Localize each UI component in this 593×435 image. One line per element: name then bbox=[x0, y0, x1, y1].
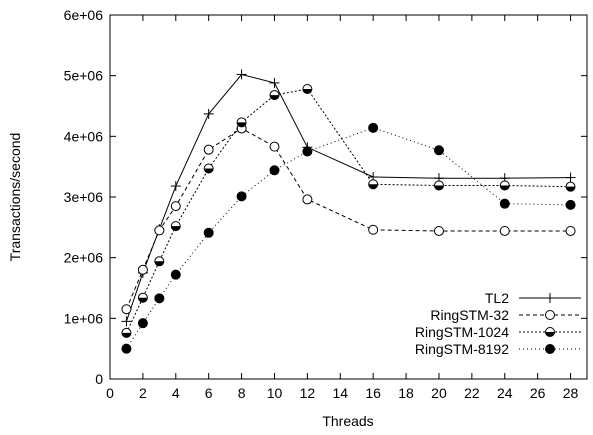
data-point-ringstm-8192 bbox=[565, 199, 576, 210]
data-point-tl2 bbox=[269, 77, 280, 88]
data-point-ringstm-32 bbox=[121, 304, 132, 315]
data-point-ringstm-32 bbox=[170, 201, 181, 212]
series-line-ringstm-8192 bbox=[125, 127, 571, 349]
axes: 0 2 4 6 8 10 12 14 16 18 20 22 24 26 2801e+062e+063e+0… bbox=[64, 7, 587, 401]
legend-marker bbox=[545, 310, 555, 320]
data-point-tl2 bbox=[565, 172, 576, 183]
x-tick-label: 26 bbox=[530, 385, 546, 401]
series-line-ringstm-32 bbox=[125, 127, 571, 310]
y-axis-label: Transactions/second bbox=[7, 133, 23, 262]
series-ringstm-1024 bbox=[121, 84, 576, 338]
data-point-tl2 bbox=[203, 108, 214, 119]
data-point-ringstm-8192 bbox=[154, 293, 165, 304]
data-point-ringstm-1024 bbox=[302, 84, 313, 95]
x-tick-label: 2 bbox=[139, 385, 147, 401]
y-tick-label: 4e+06 bbox=[64, 128, 104, 144]
legend-label: RingSTM-8192 bbox=[415, 341, 509, 357]
series-ringstm-8192 bbox=[121, 122, 576, 354]
data-point-ringstm-1024 bbox=[170, 221, 181, 232]
legend-marker bbox=[545, 344, 555, 354]
legend-item-ringstm-32: RingSTM-32 bbox=[430, 307, 581, 323]
data-point-ringstm-1024 bbox=[154, 256, 165, 267]
series-group bbox=[121, 69, 576, 354]
x-tick-label: 16 bbox=[365, 385, 381, 401]
y-tick-label: 5e+06 bbox=[64, 68, 104, 84]
x-tick-label: 6 bbox=[205, 385, 213, 401]
data-point-ringstm-8192 bbox=[433, 145, 444, 156]
data-point-ringstm-1024 bbox=[236, 117, 247, 128]
x-tick-label: 18 bbox=[398, 385, 414, 401]
data-point-ringstm-8192 bbox=[499, 198, 510, 209]
data-point-ringstm-1024 bbox=[121, 327, 132, 338]
data-point-ringstm-8192 bbox=[269, 165, 280, 176]
x-axis-label: Threads bbox=[322, 413, 373, 429]
data-point-tl2 bbox=[236, 69, 247, 80]
x-tick-label: 20 bbox=[431, 385, 447, 401]
data-point-ringstm-8192 bbox=[121, 343, 132, 354]
series-ringstm-32 bbox=[121, 123, 576, 315]
y-tick-label: 3e+06 bbox=[64, 189, 104, 205]
x-tick-label: 4 bbox=[172, 385, 180, 401]
data-point-ringstm-8192 bbox=[368, 122, 379, 133]
series-tl2 bbox=[121, 69, 576, 327]
data-point-ringstm-32 bbox=[269, 141, 280, 152]
x-tick-label: 0 bbox=[106, 385, 114, 401]
data-point-ringstm-8192 bbox=[302, 146, 313, 157]
data-point-ringstm-32 bbox=[302, 194, 313, 205]
legend-item-tl2: TL2 bbox=[485, 290, 581, 306]
data-point-ringstm-32 bbox=[203, 144, 214, 155]
series-line-tl2 bbox=[125, 73, 571, 322]
data-point-ringstm-8192 bbox=[170, 269, 181, 280]
y-tick-label: 6e+06 bbox=[64, 7, 104, 23]
legend-label: RingSTM-1024 bbox=[415, 324, 509, 340]
x-tick-label: 28 bbox=[563, 385, 579, 401]
plot-frame bbox=[109, 14, 588, 380]
x-tick-label: 10 bbox=[267, 385, 283, 401]
legend-label: RingSTM-32 bbox=[430, 307, 509, 323]
legend-marker bbox=[545, 327, 555, 337]
data-point-ringstm-1024 bbox=[269, 90, 280, 101]
data-point-ringstm-32 bbox=[368, 224, 379, 235]
data-point-ringstm-1024 bbox=[433, 180, 444, 191]
data-point-tl2 bbox=[170, 181, 181, 192]
data-point-tl2 bbox=[121, 316, 132, 327]
data-point-ringstm-8192 bbox=[137, 318, 148, 329]
series-line-ringstm-1024 bbox=[125, 88, 571, 334]
x-tick-label: 14 bbox=[332, 385, 348, 401]
x-tick-label: 12 bbox=[300, 385, 316, 401]
data-point-ringstm-1024 bbox=[137, 292, 148, 303]
x-tick-label: 24 bbox=[497, 385, 513, 401]
data-point-ringstm-8192 bbox=[236, 191, 247, 202]
data-point-ringstm-1024 bbox=[499, 180, 510, 191]
data-point-ringstm-32 bbox=[499, 225, 510, 236]
legend-marker bbox=[545, 293, 555, 303]
data-point-ringstm-32 bbox=[433, 225, 444, 236]
y-tick-label: 2e+06 bbox=[64, 250, 104, 266]
legend-item-ringstm-1024: RingSTM-1024 bbox=[415, 324, 581, 340]
x-tick-label: 22 bbox=[464, 385, 480, 401]
y-tick-label: 0 bbox=[95, 371, 103, 387]
x-tick-label: 8 bbox=[238, 385, 246, 401]
legend-label: TL2 bbox=[485, 290, 509, 306]
data-point-ringstm-8192 bbox=[203, 227, 214, 238]
data-point-ringstm-32 bbox=[565, 225, 576, 236]
legend-item-ringstm-8192: RingSTM-8192 bbox=[415, 341, 581, 357]
y-tick-label: 1e+06 bbox=[64, 310, 104, 326]
data-point-ringstm-32 bbox=[137, 264, 148, 275]
data-point-ringstm-32 bbox=[154, 225, 165, 236]
data-point-ringstm-1024 bbox=[368, 179, 379, 190]
data-point-ringstm-1024 bbox=[565, 181, 576, 192]
data-point-ringstm-1024 bbox=[203, 163, 214, 174]
